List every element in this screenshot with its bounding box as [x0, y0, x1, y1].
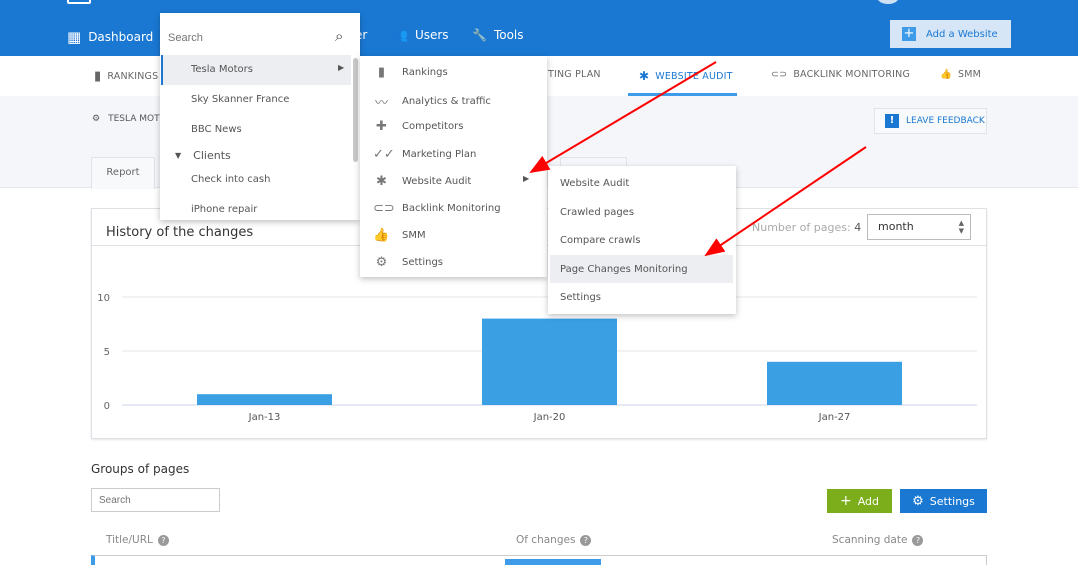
subnav-marketing-plan[interactable]: TING PLAN [548, 69, 601, 80]
groups-search-input[interactable] [91, 488, 220, 512]
scrollbar[interactable] [353, 58, 358, 162]
bar [482, 318, 617, 405]
menu-item-website-audit[interactable]: ✱ Website Audit [373, 174, 471, 189]
link-icon: ⊂⊃ [771, 69, 788, 80]
tab-report[interactable]: Report [91, 157, 155, 189]
settings-button[interactable]: ⚙ Settings [900, 489, 987, 513]
help-icon[interactable]: ? [580, 534, 592, 546]
gear-icon: ⚙ [912, 493, 924, 509]
bar-chart: 0 5 10 Jan-13 Jan-20 Jan-27 [97, 293, 977, 423]
column-of-changes[interactable]: Of changes? [516, 534, 592, 546]
caret-right-icon: ▶ [338, 63, 345, 72]
select-arrows-icon: ▲ ▼ [958, 219, 964, 235]
add-button[interactable]: + Add [827, 489, 892, 513]
bar [767, 361, 902, 405]
menu-item-settings[interactable]: ⚙ Settings [373, 255, 443, 270]
search-icon[interactable]: ⌕ [335, 27, 344, 45]
caret-right-icon: ▶ [523, 174, 530, 183]
submenu-item[interactable]: Settings [560, 292, 602, 304]
changes-bar [505, 559, 601, 565]
wrench-icon: 🔧 [472, 28, 487, 42]
highlighted-item-bg [550, 255, 733, 283]
avatar[interactable] [877, 0, 899, 4]
number-of-pages: Number of pages: 4 [752, 221, 862, 234]
x-tick-label: Jan-20 [533, 412, 566, 423]
groups-title: Groups of pages [91, 462, 190, 476]
menu-item-marketing-plan[interactable]: ✓✓ Marketing Plan [373, 146, 477, 162]
bug-icon: ✱ [639, 69, 650, 83]
y-tick-label: 10 [97, 293, 110, 304]
nav-tools[interactable]: 🔧 Tools [472, 28, 524, 42]
column-scanning-date[interactable]: Scanning date? [832, 534, 924, 546]
plus-icon: + [839, 493, 852, 509]
x-tick-label: Jan-27 [818, 412, 851, 423]
gear-icon: ⚙ [375, 255, 388, 271]
y-tick-label: 0 [104, 401, 110, 412]
project-item[interactable]: Sky Skanner France [191, 94, 290, 105]
gear-icon: ⚙ [92, 114, 101, 124]
help-icon[interactable]: ? [912, 534, 924, 546]
competitors-icon: ✚ [376, 119, 387, 135]
breadcrumb[interactable]: ⚙ TESLA MOTO [92, 114, 167, 124]
red-arrow [529, 61, 717, 174]
project-item[interactable]: Check into cash [191, 174, 271, 185]
double-check-icon: ✓✓ [373, 146, 395, 162]
menu-item-analytics-traffic[interactable]: 〰 Analytics & traffic [373, 92, 491, 111]
menu-item-backlink-monitoring[interactable]: ⊂⊃ Backlink Monitoring [373, 201, 501, 216]
project-item[interactable]: iPhone repair [191, 204, 258, 215]
project-search-input[interactable] [168, 28, 328, 48]
help-icon[interactable]: ? [157, 534, 169, 546]
red-arrow [704, 146, 867, 257]
bar [197, 394, 332, 405]
caret-down-icon: ▼ [175, 151, 182, 160]
submenu-item[interactable]: Website Audit [560, 178, 630, 189]
nav-users[interactable]: 👥 Users [393, 28, 449, 42]
trend-icon: 〰 [374, 96, 388, 112]
submenu-item[interactable]: Page Changes Monitoring [560, 263, 688, 275]
feedback-icon: ! [885, 114, 899, 128]
subnav-backlink-monitoring[interactable]: ⊂⊃ BACKLINK MONITORING [771, 69, 911, 80]
thumbs-icon: 👍 [373, 228, 390, 244]
table-row[interactable] [91, 555, 987, 565]
submenu-item[interactable]: Crawled pages [560, 206, 635, 218]
project-label: Tesla Motors [191, 64, 253, 75]
add-website-button[interactable]: + Add a Website [890, 20, 1011, 48]
menu-item-competitors[interactable]: ✚ Competitors [373, 119, 463, 134]
submenu-item[interactable]: Compare crawls [560, 235, 641, 247]
leave-feedback-button[interactable]: ! LEAVE FEEDBACK [874, 108, 987, 134]
x-tick-label: Jan-13 [248, 412, 281, 423]
card-title: History of the changes [106, 225, 254, 240]
thumbs-icon: 👍 [940, 69, 953, 80]
dashboard-icon: ▦ [67, 28, 82, 46]
logo-icon [67, 0, 91, 4]
menu-item-rankings[interactable]: ▮ Rankings [373, 65, 448, 80]
project-item-tesla-motors[interactable] [161, 55, 351, 85]
bar-chart-icon: ▮ [377, 65, 386, 80]
plus-icon: + [902, 26, 916, 41]
group-clients[interactable]: ▼ Clients [175, 149, 231, 162]
users-icon: 👥 [393, 28, 408, 42]
project-item[interactable]: BBC News [191, 124, 242, 135]
bar-chart-icon: ▮ [94, 69, 102, 84]
active-tab-indicator [628, 93, 737, 96]
y-tick-label: 5 [104, 347, 110, 358]
bug-icon: ✱ [376, 173, 387, 189]
column-title-url[interactable]: Title/URL? [106, 534, 169, 546]
period-select[interactable]: month ▲ ▼ [867, 214, 971, 240]
tool-dropdown [360, 56, 547, 277]
subnav-rankings[interactable]: ▮ RANKINGS [94, 69, 159, 84]
link-icon: ⊂⊃ [373, 201, 395, 216]
nav-dashboard[interactable]: ▦ Dashboard [67, 28, 154, 46]
subnav-smm[interactable]: 👍 SMM [940, 69, 982, 80]
menu-item-smm[interactable]: 👍 SMM [373, 228, 426, 244]
